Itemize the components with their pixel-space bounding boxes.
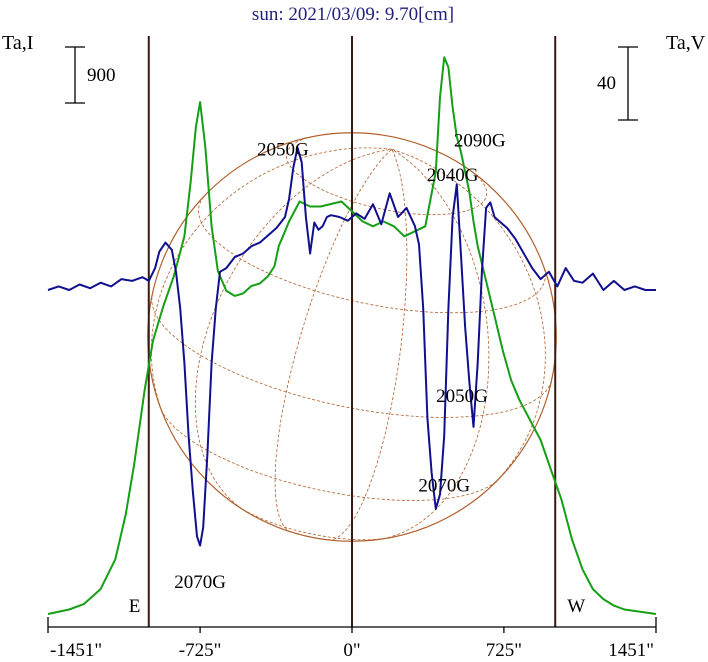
y-axis-label-left: Ta,I: [2, 32, 33, 54]
scale-bar-right-label: 40: [597, 73, 616, 94]
y-axis-label-right: Ta,V: [666, 32, 706, 54]
longitude-line: [274, 149, 393, 533]
longitude-line: [194, 148, 392, 510]
x-axis: -1451" -725" 0" 725" 1451": [47, 617, 657, 661]
latitude-line: [160, 409, 498, 501]
latitude-line: [238, 506, 387, 541]
annotation-label: 2050G: [436, 386, 488, 407]
limb-label-w: W: [567, 596, 585, 617]
longitude-line: [391, 148, 546, 489]
annotation-label: 2050G: [257, 139, 309, 160]
x-tick-label: 1451": [608, 640, 654, 661]
longitude-line: [150, 147, 392, 420]
annotation-label: 2070G: [418, 475, 470, 496]
annotation-label: 2070G: [174, 572, 226, 593]
x-tick-label: 725": [486, 640, 522, 661]
annotations: 2050G 2070G 2090G 2040G 2050G 2070G: [174, 130, 506, 593]
latitude-line: [151, 296, 552, 418]
series-line-ta-v: [47, 146, 656, 547]
series-layer: [47, 56, 657, 615]
annotation-label: 2040G: [427, 165, 479, 186]
limb-label-e: E: [129, 596, 141, 617]
x-tick-label: 0": [343, 640, 360, 661]
scale-bar-left: [65, 46, 85, 104]
annotation-label: 2090G: [454, 130, 506, 151]
latitude-line: [198, 196, 546, 314]
series-line-ta-i: [47, 56, 657, 615]
latitude-line: [286, 136, 487, 216]
scale-bar-left-label: 900: [87, 65, 116, 86]
x-tick-label: -1451": [50, 640, 102, 661]
chart-title: sun: 2021/03/09: 9.70[cm]: [252, 4, 454, 25]
x-tick-label: -725": [179, 640, 222, 661]
scale-bar-right: [618, 46, 638, 121]
